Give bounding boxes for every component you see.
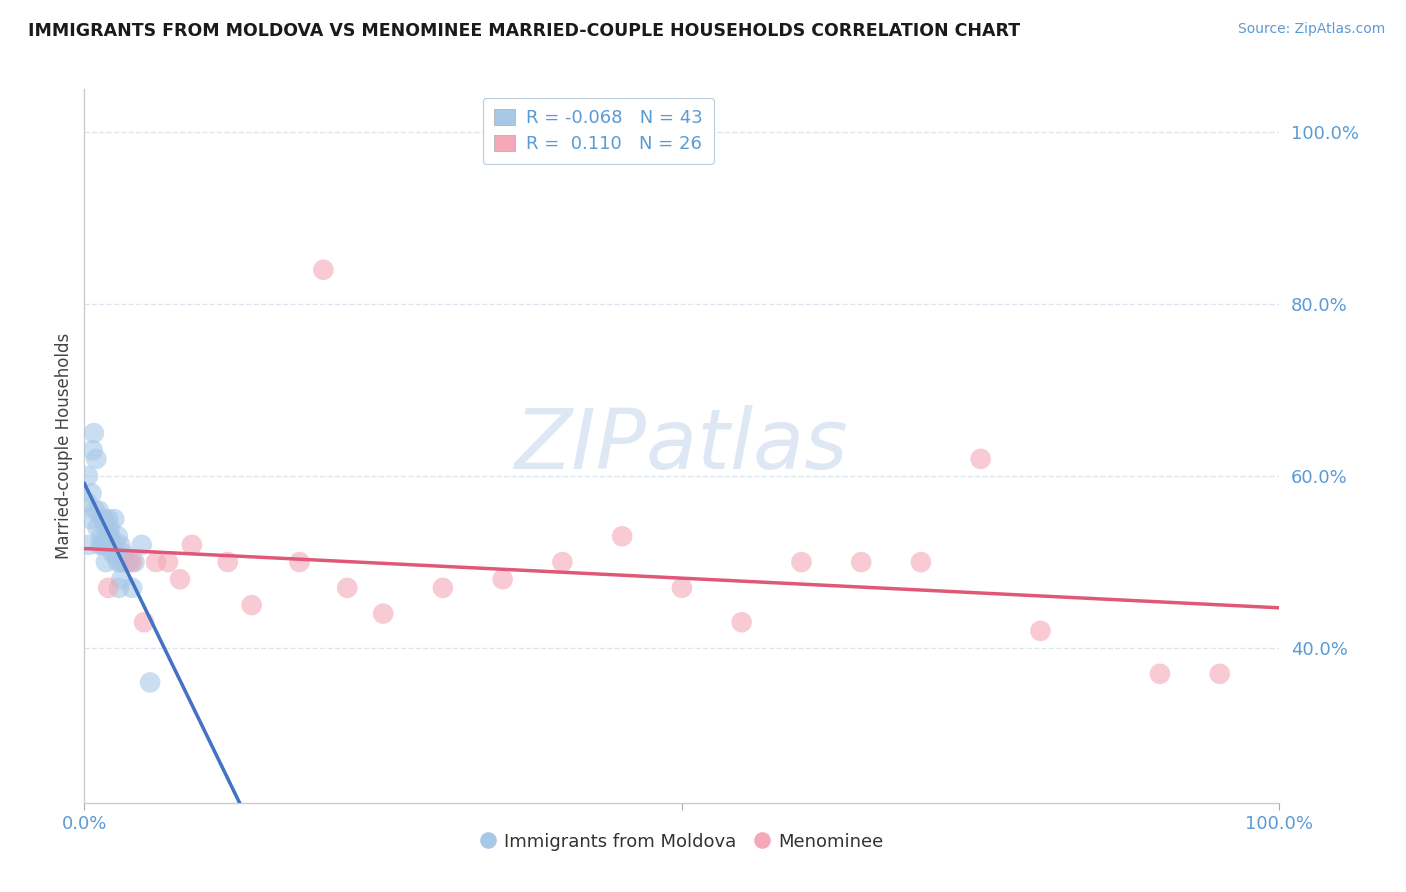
Point [288,555,311,569]
Point [77,469,100,483]
Point [131,538,153,552]
Point [115,555,138,569]
Point [373,607,395,621]
Point [612,529,634,543]
Point [671,581,693,595]
Point [551,555,574,569]
Point [97,512,120,526]
Legend: Immigrants from Moldova, Menominee: Immigrants from Moldova, Menominee [474,826,890,858]
Point [124,555,146,569]
Point [107,529,129,543]
Point [157,555,180,569]
Point [77,538,100,552]
Point [91,512,114,526]
Point [100,529,122,543]
Point [101,546,124,560]
Point [112,546,135,560]
Point [1209,666,1232,681]
Point [117,555,139,569]
Text: ZIPatlas: ZIPatlas [515,406,849,486]
Point [121,581,143,595]
Point [240,598,263,612]
Point [93,538,115,552]
Point [110,538,132,552]
Point [94,555,117,569]
Point [79,512,101,526]
Point [139,675,162,690]
Point [312,262,335,277]
Point [181,538,204,552]
Point [110,555,132,569]
Point [851,555,873,569]
Point [110,572,132,586]
Point [121,555,143,569]
Point [132,615,156,630]
Point [93,512,115,526]
Point [790,555,813,569]
Point [731,615,754,630]
Point [89,538,111,552]
Point [86,451,108,466]
Point [84,503,107,517]
Point [108,581,131,595]
Point [87,503,110,517]
Point [80,486,103,500]
Point [97,529,120,543]
Point [101,538,124,552]
Point [910,555,932,569]
Point [103,512,125,526]
Point [83,426,105,441]
Point [118,555,141,569]
Point [104,538,127,552]
Point [90,529,112,543]
Point [111,555,134,569]
Point [76,495,98,509]
Point [1029,624,1052,638]
Point [103,546,125,560]
Point [169,572,191,586]
Point [94,521,117,535]
Point [217,555,239,569]
Point [98,521,121,535]
Text: Source: ZipAtlas.com: Source: ZipAtlas.com [1237,22,1385,37]
Point [107,555,129,569]
Point [86,521,108,535]
Point [336,581,359,595]
Text: IMMIGRANTS FROM MOLDOVA VS MENOMINEE MARRIED-COUPLE HOUSEHOLDS CORRELATION CHART: IMMIGRANTS FROM MOLDOVA VS MENOMINEE MAR… [28,22,1021,40]
Point [91,538,114,552]
Point [970,451,993,466]
Point [492,572,515,586]
Point [145,555,167,569]
Point [432,581,454,595]
Point [1149,666,1171,681]
Y-axis label: Married-couple Households: Married-couple Households [55,333,73,559]
Point [97,581,120,595]
Point [82,443,104,458]
